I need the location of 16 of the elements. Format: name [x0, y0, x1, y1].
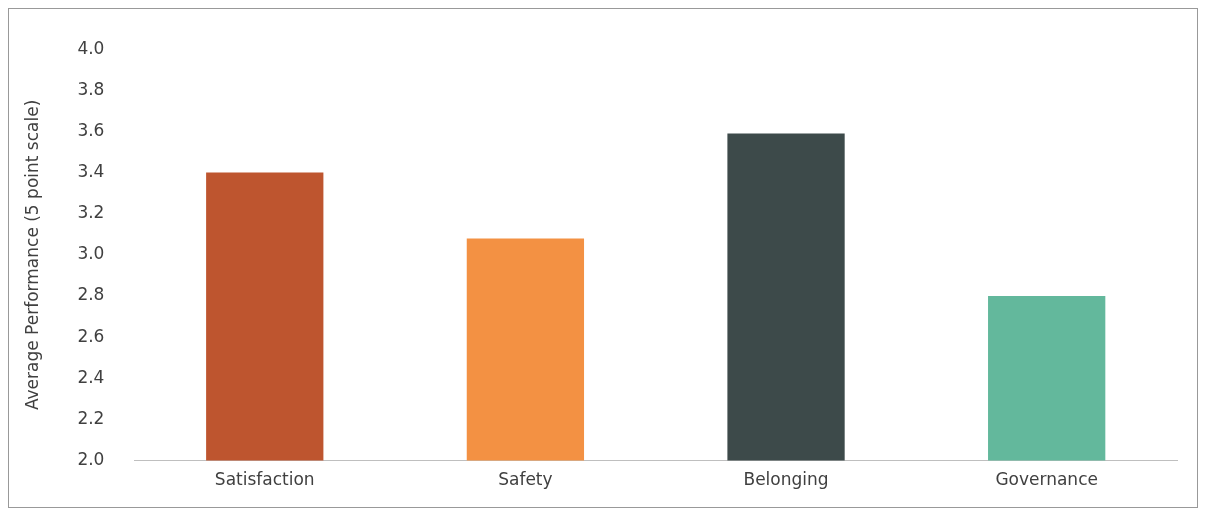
x-tick-label: Belonging	[743, 469, 829, 490]
y-tick-label: 2.0	[77, 449, 105, 470]
y-tick-label: 3.8	[77, 78, 105, 99]
y-tick-label: 4.0	[77, 37, 105, 58]
y-tick-label: 3.4	[77, 161, 105, 182]
y-tick-label: 3.2	[77, 202, 105, 223]
y-tick-label: 2.6	[77, 325, 105, 346]
x-tick-label: Governance	[995, 469, 1098, 490]
x-tick-label: Satisfaction	[214, 469, 315, 490]
y-tick-label: 2.2	[77, 407, 105, 428]
x-tick-label: Safety	[498, 469, 553, 490]
y-tick-label: 2.8	[77, 284, 105, 305]
y-axis-title: Average Performance (5 point scale)	[21, 99, 42, 411]
y-tick-label: 3.0	[77, 243, 105, 264]
y-tick-label: 3.6	[77, 119, 105, 140]
y-tick-label: 2.4	[77, 366, 105, 387]
